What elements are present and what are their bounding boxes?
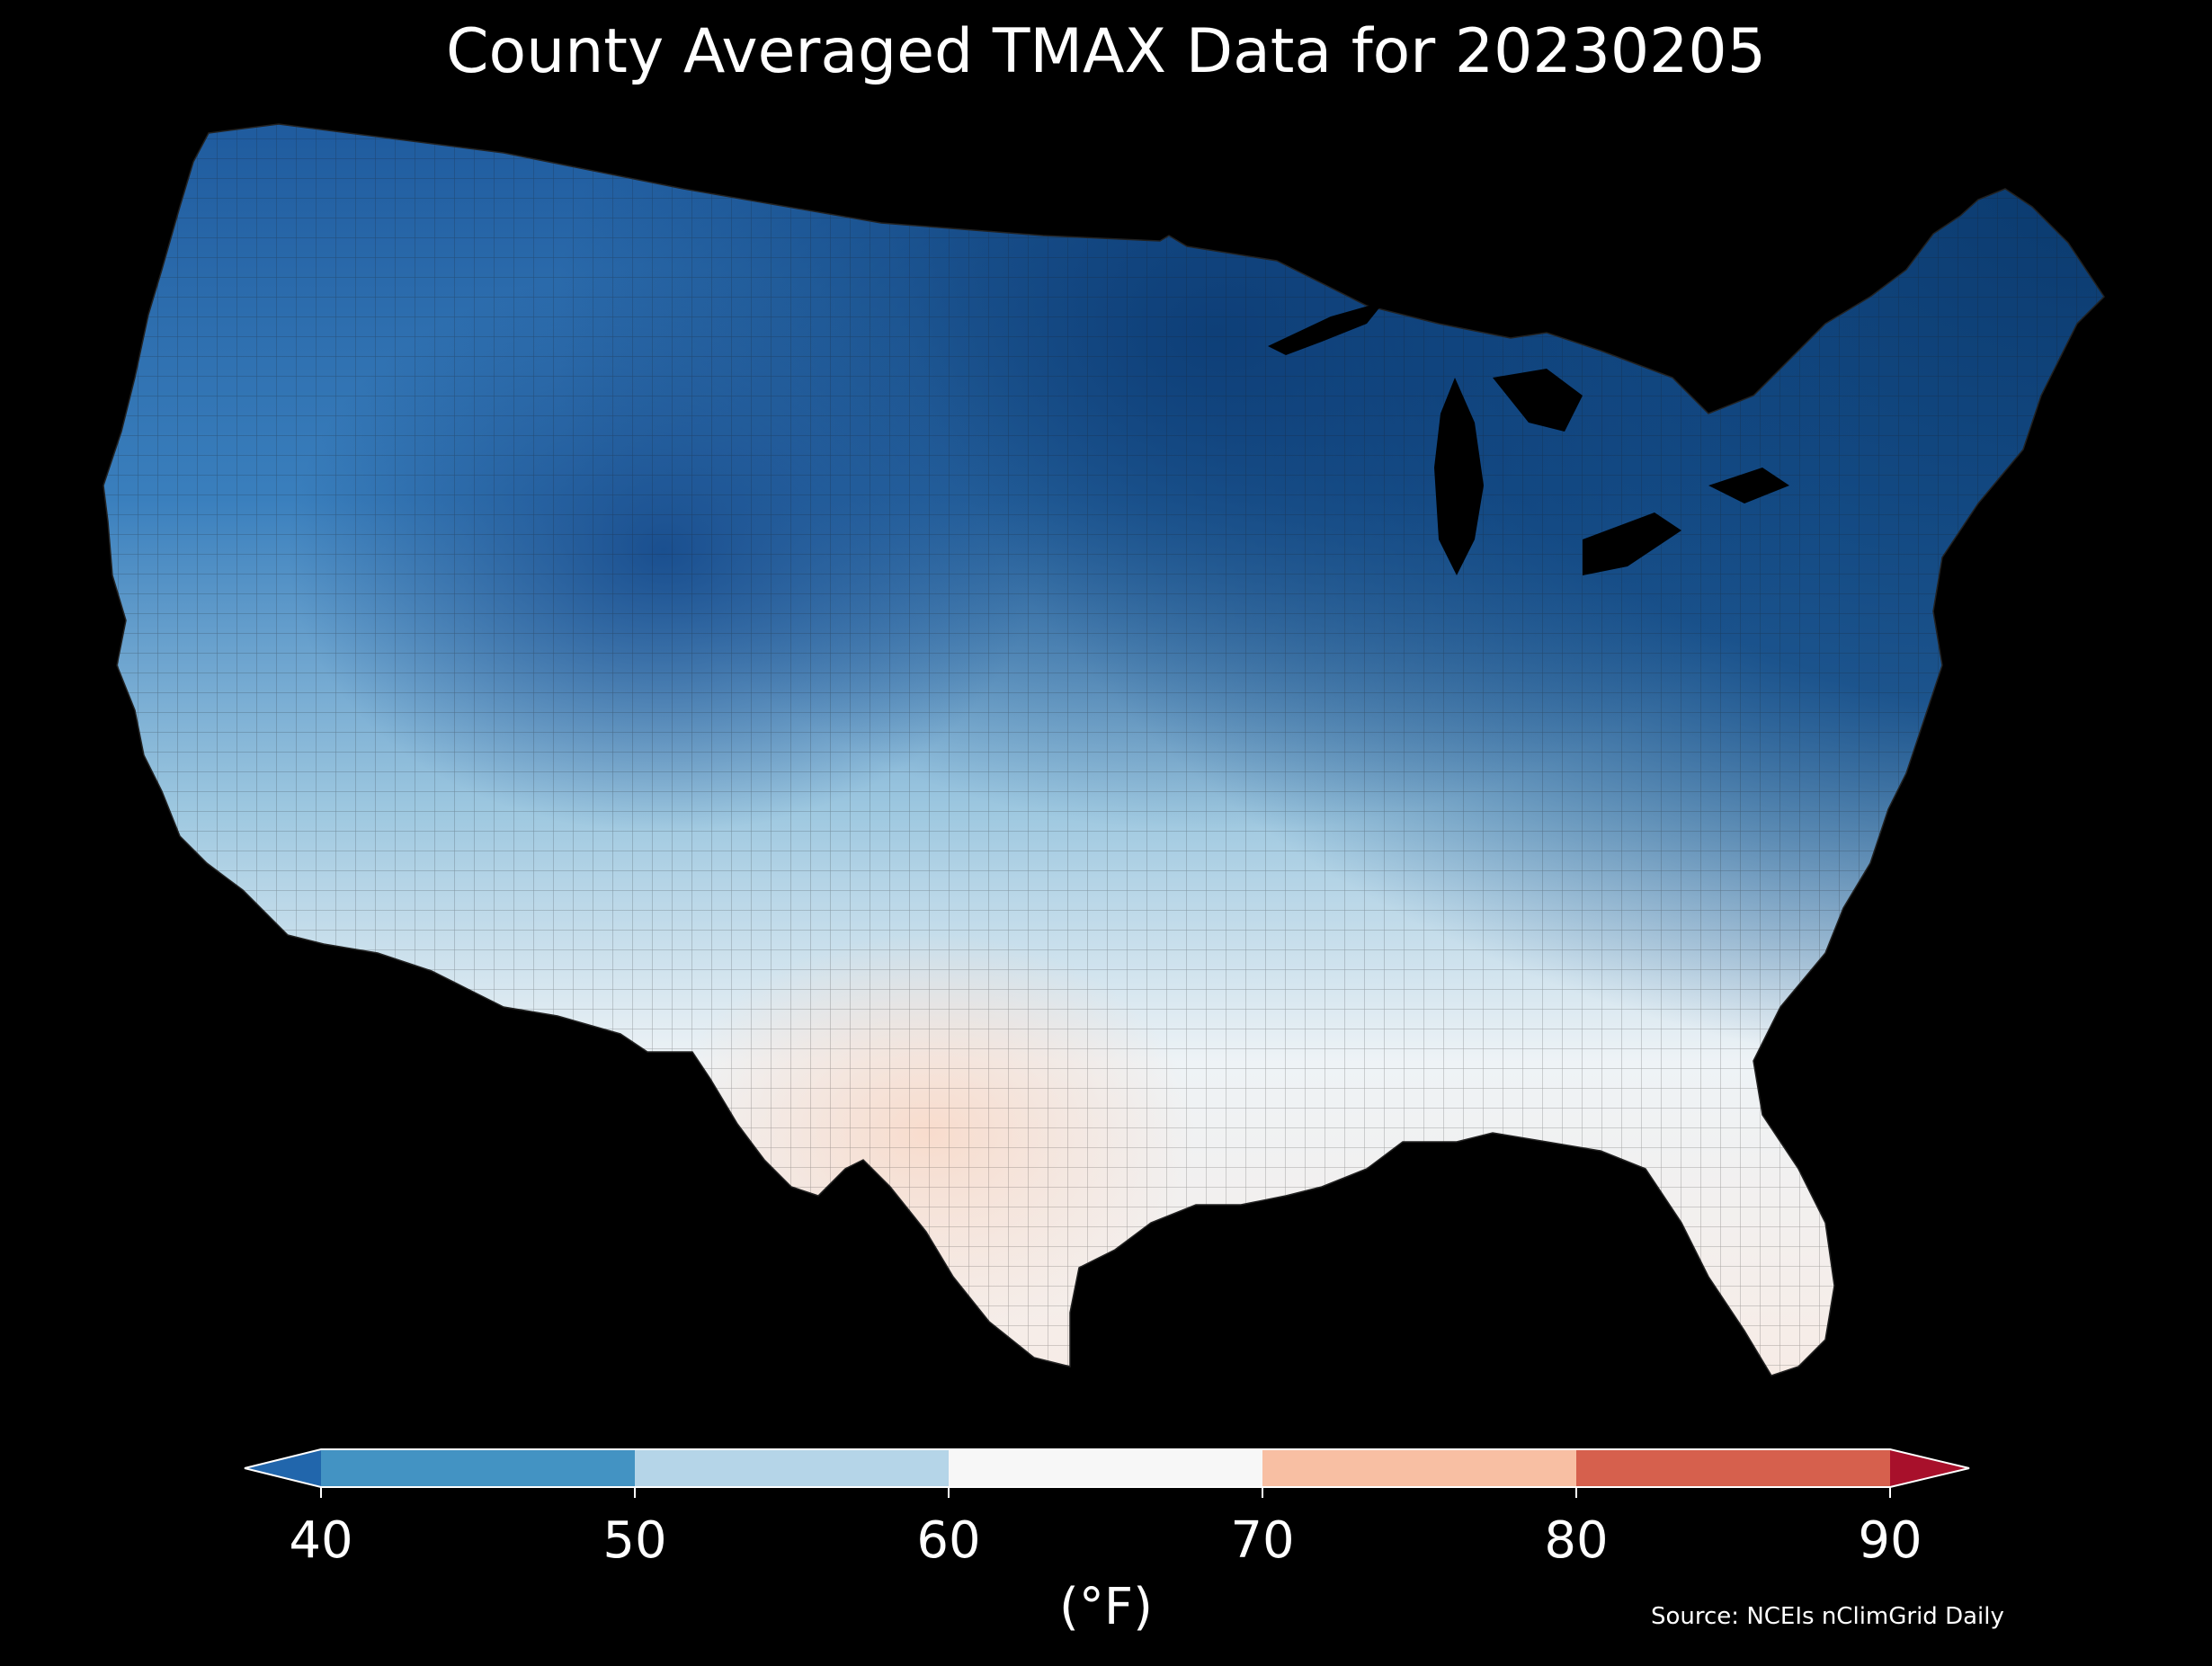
colorbar-bin-70-80: [1262, 1449, 1576, 1487]
source-attribution: Source: NCEIs nClimGrid Daily: [1651, 1603, 2004, 1630]
colorbar-under-arrow: [245, 1449, 321, 1487]
tick-label-60: 60: [916, 1511, 980, 1570]
tick-label-80: 80: [1544, 1511, 1608, 1570]
colorbar-bin-40-50: [321, 1449, 635, 1487]
tick-label-90: 90: [1858, 1511, 1922, 1570]
colorbar-bin-60-70: [949, 1449, 1262, 1487]
colorbar-bin-80-90: [1576, 1449, 1890, 1487]
colorbar: 40 50 60 70 80 90: [244, 1448, 1970, 1570]
tick-label-40: 40: [289, 1511, 352, 1570]
tick-label-50: 50: [602, 1511, 666, 1570]
map-title: County Averaged TMAX Data for 20230205: [446, 16, 1766, 87]
tick-label-70: 70: [1230, 1511, 1294, 1570]
colorbar-ticks: [320, 1487, 1891, 1498]
colorbar-bin-50-60: [635, 1449, 949, 1487]
colorbar-units-label: (°F): [1059, 1578, 1153, 1636]
colorbar-over-arrow: [1890, 1449, 1969, 1487]
great-lakes: [1268, 301, 1789, 575]
